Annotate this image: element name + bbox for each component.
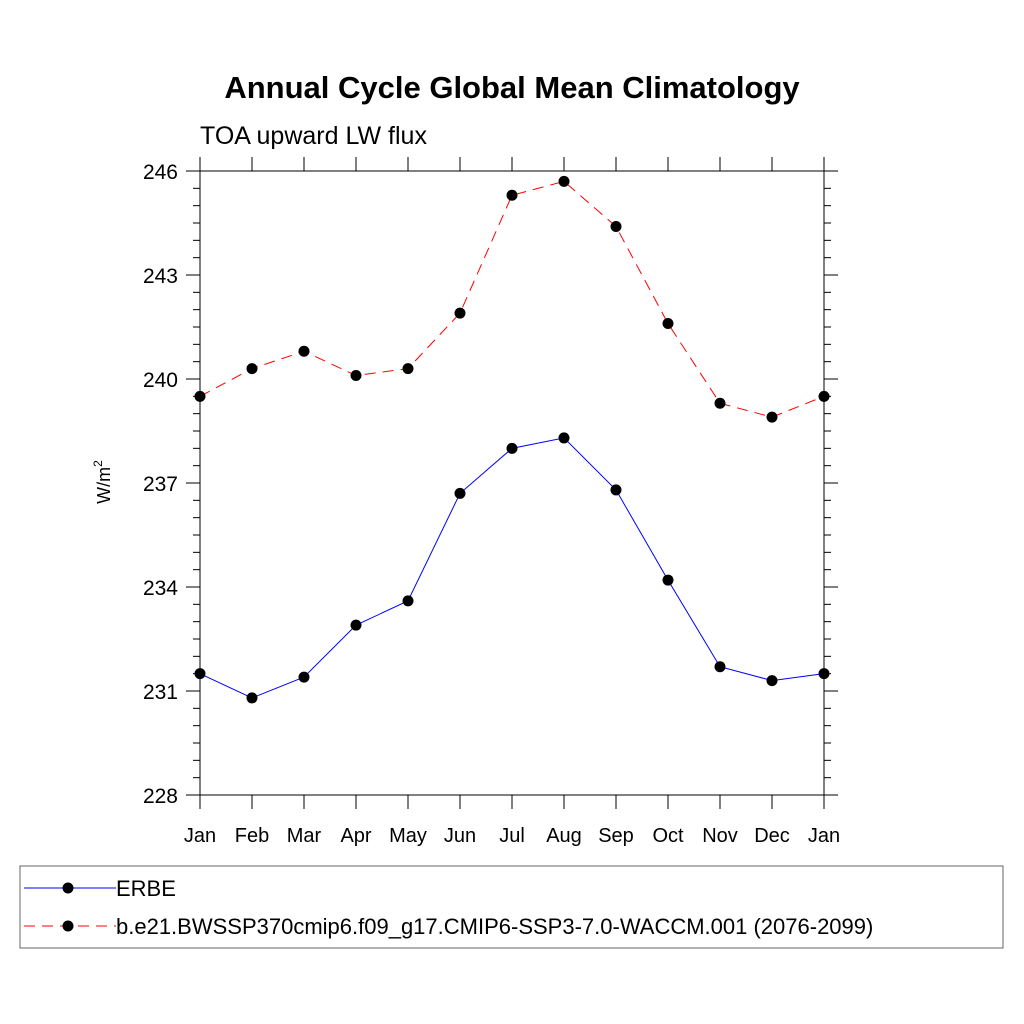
data-point [506,189,518,201]
data-point [246,692,258,704]
data-point [454,487,466,499]
data-point [402,595,414,607]
data-point [298,345,310,357]
data-point [350,370,362,382]
series-line-1 [199,180,825,418]
data-point [714,397,726,409]
x-tick-label: Oct [652,825,684,847]
plot-area: Jan Feb Mar Apr May Jun Jul Aug Sep Oct Nov Dec Jan 2… [143,157,840,847]
x-tick-label: May [389,825,427,847]
y-tick-label: 237 [143,473,178,496]
data-point [246,363,258,375]
data-point [714,661,726,673]
legend-label-erbe: ERBE [116,876,176,901]
data-point [662,574,674,586]
data-point [558,175,570,187]
legend-marker-erbe [62,882,74,894]
data-point [662,318,674,330]
x-tick-label: Aug [546,825,582,847]
data-point [766,675,778,687]
data-point [506,442,518,454]
x-tick-label: Jan [808,825,840,847]
data-point [766,411,778,423]
legend-box [19,865,1004,949]
legend-label-model: b.e21.BWSSP370cmip6.f09_g17.CMIP6-SSP3-7… [116,914,873,939]
y-tick-label: 240 [143,369,178,392]
x-tick-label: Jun [444,825,476,847]
y-tick-label: 246 [143,161,178,184]
data-point [818,668,830,680]
y-tick-label: 234 [143,577,178,600]
legend: ERBE b.e21.BWSSP370cmip6.f09_g17.CMIP6-S… [19,865,1004,949]
data-point [610,484,622,496]
data-point [194,668,206,680]
x-tick-label: Mar [287,825,322,847]
y-axis-label: W/m2 [91,460,114,504]
data-point [818,390,830,402]
series-line-0 [199,437,825,699]
data-point [350,619,362,631]
plot-frame [199,170,825,796]
chart-subtitle: TOA upward LW flux [200,122,427,150]
data-point [454,307,466,319]
x-tick-label: Jan [184,825,216,847]
legend-marker-model [62,920,74,932]
data-point [610,220,622,232]
data-point [194,390,206,402]
y-axis-label-superscript: 2 [91,460,105,467]
x-tick-label: Sep [598,825,634,847]
data-point [298,671,310,683]
x-tick-label: Jul [499,825,525,847]
data-point [558,432,570,444]
x-tick-label: Dec [754,825,790,847]
y-tick-label: 231 [143,681,178,704]
chart-title: Annual Cycle Global Mean Climatology [224,70,800,105]
data-point [402,363,414,375]
x-tick-label: Apr [340,825,371,847]
y-axis-label-text: W/m [94,467,114,504]
y-tick-label: 243 [143,265,178,288]
y-tick-label: 228 [143,785,178,808]
x-tick-label: Nov [702,825,738,847]
x-tick-label: Feb [235,825,269,847]
